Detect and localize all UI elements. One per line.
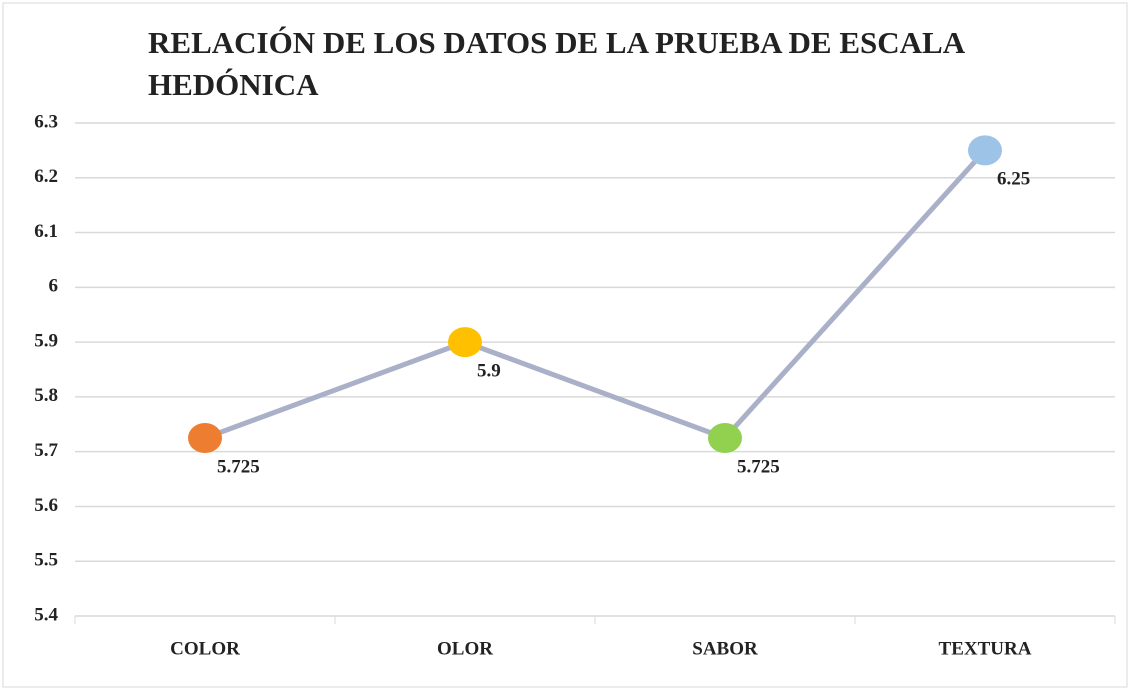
data-label: 5.725: [737, 456, 780, 477]
data-label: 6.25: [997, 169, 1030, 190]
x-tick-label: OLOR: [437, 638, 493, 659]
line: [204, 148, 987, 441]
marker: [188, 422, 222, 453]
y-tick-label: 5.9: [34, 330, 58, 351]
y-tick-label: 5.7: [34, 440, 58, 461]
y-tick-label: 5.6: [34, 495, 58, 516]
chart-title: RELACIÓN DE LOS DATOS DE LA PRUEBA DE ES…: [148, 25, 964, 102]
y-tick-label: 5.5: [34, 550, 58, 571]
x-tick-label: TEXTURA: [939, 638, 1032, 659]
marker: [968, 135, 1002, 166]
x-tick-label: COLOR: [170, 638, 240, 659]
y-tick-label: 6: [49, 276, 59, 297]
y-tick-label: 5.8: [34, 385, 58, 406]
y-tick-label: 6.2: [34, 166, 58, 187]
data-label: 5.725: [217, 456, 260, 477]
marker: [448, 327, 482, 358]
marker: [708, 422, 742, 453]
x-tick-label: SABOR: [692, 638, 758, 659]
y-tick-label: 5.4: [34, 604, 58, 625]
y-tick-label: 6.3: [34, 111, 58, 132]
y-tick-label: 6.1: [34, 221, 58, 242]
data-label: 5.9: [477, 360, 501, 381]
